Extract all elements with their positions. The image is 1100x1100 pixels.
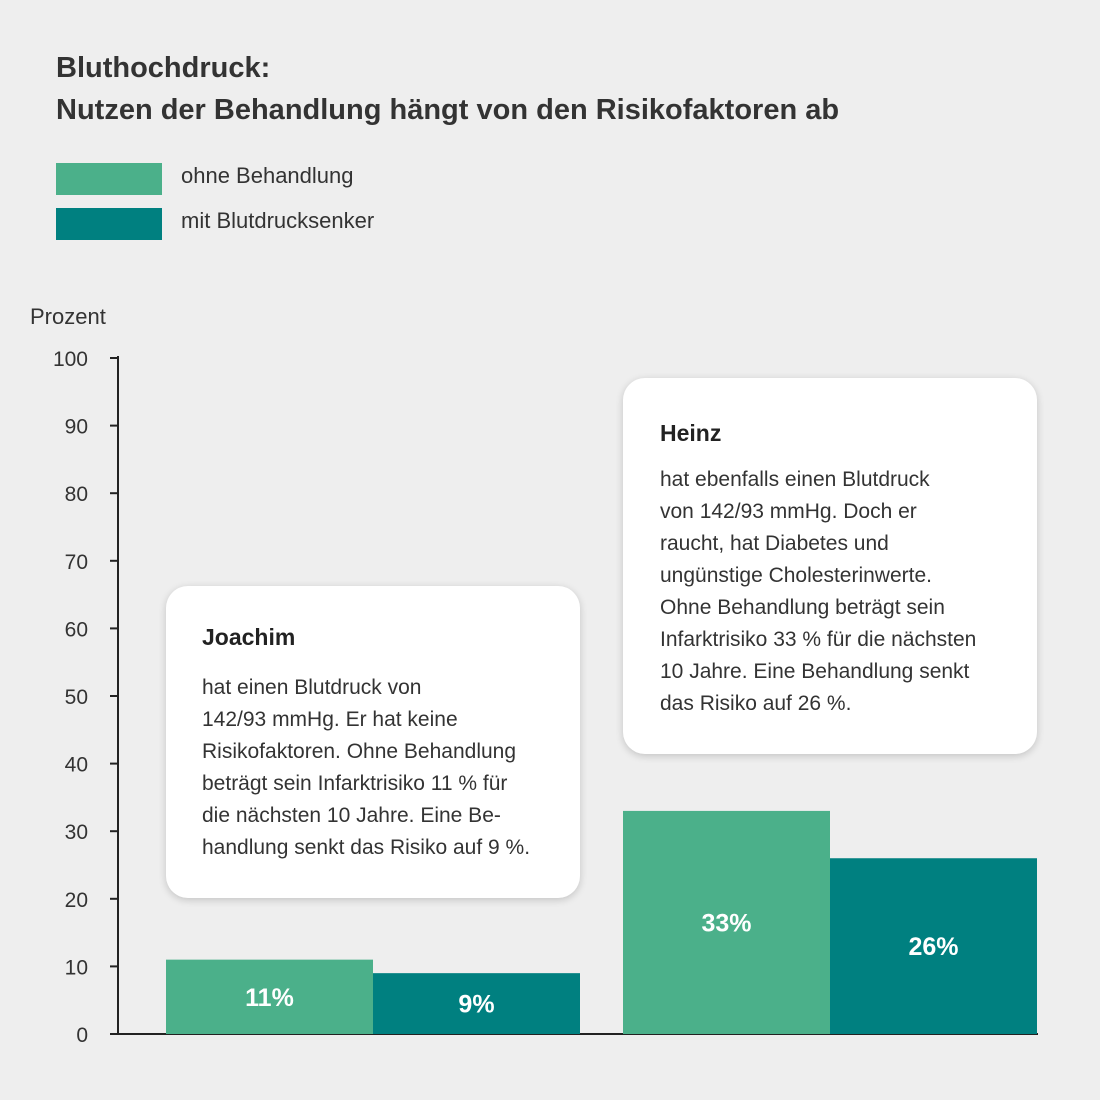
callout-line: 10 Jahre. Eine Behandlung senkt (660, 660, 970, 683)
callout-joachim: Joachim hat einen Blutdruck von 142/93 m… (166, 586, 580, 898)
callout-line: von 142/93 mmHg. Doch er (660, 500, 917, 523)
y-tick-label: 100 (53, 348, 88, 371)
y-tick-label: 50 (65, 686, 88, 709)
y-tick-label: 40 (65, 754, 88, 777)
title-line-1: Bluthochdruck: (56, 52, 271, 84)
bar-heinz-mit-blutdrucksenker (830, 858, 1037, 1034)
bar-value-label: 26% (908, 933, 958, 961)
legend-label-ohne-behandlung: ohne Behandlung (181, 163, 354, 188)
callout-line: handlung senkt das Risiko auf 9 %. (202, 836, 531, 859)
y-tick-label: 30 (65, 821, 88, 844)
callout-line: raucht, hat Diabetes und (660, 532, 889, 555)
callout-heinz: Heinz hat ebenfalls einen Blutdruck von … (623, 378, 1037, 754)
callout-line: 142/93 mmHg. Er hat keine (202, 708, 458, 731)
bar-value-label: 33% (701, 909, 751, 937)
callout-line: Infarktrisiko 33 % für die nächsten (660, 628, 977, 651)
y-tick-label: 80 (65, 483, 88, 506)
callout-line: die nächsten 10 Jahre. Eine Be- (202, 804, 501, 827)
callout-line: hat einen Blutdruck von (202, 676, 422, 699)
callout-name-heinz: Heinz (660, 420, 722, 446)
callout-line: Ohne Behandlung beträgt sein (660, 596, 945, 619)
bar-value-label: 11% (245, 984, 294, 1012)
callout-line: ungünstige Cholesterinwerte. (660, 564, 932, 587)
y-tick-label: 0 (76, 1024, 88, 1047)
bar-value-label: 9% (458, 991, 494, 1019)
callout-line: Risikofaktoren. Ohne Behandlung (202, 740, 517, 763)
legend-label-mit-blutdrucksenker: mit Blutdrucksenker (181, 208, 375, 233)
y-tick-label: 10 (65, 956, 88, 979)
bar-joachim-ohne-behandlung (166, 959, 373, 1034)
callout-text-joachim: hat einen Blutdruck von 142/93 mmHg. Er … (202, 672, 572, 864)
y-tick-label: 90 (65, 416, 88, 439)
callout-line: das Risiko auf 26 %. (660, 692, 852, 715)
callout-text-heinz: hat ebenfalls einen Blutdruck von 142/93… (660, 464, 1030, 720)
legend-swatch-mit-blutdrucksenker (56, 208, 162, 240)
bar-joachim-mit-blutdrucksenker (373, 973, 580, 1034)
bar-heinz-ohne-behandlung (623, 810, 830, 1034)
legend-swatch-ohne-behandlung (56, 163, 162, 195)
callout-line: beträgt sein Infarktrisiko 11 % für (202, 772, 508, 795)
callout-line: hat ebenfalls einen Blutdruck (660, 468, 930, 491)
y-tick-label: 60 (65, 618, 88, 641)
y-tick-label: 70 (65, 551, 88, 574)
y-tick-label: 20 (65, 889, 88, 912)
callout-name-joachim: Joachim (202, 624, 296, 650)
title-line-2: Nutzen der Behandlung hängt von den Risi… (56, 94, 840, 126)
y-axis-label: Prozent (30, 304, 106, 329)
